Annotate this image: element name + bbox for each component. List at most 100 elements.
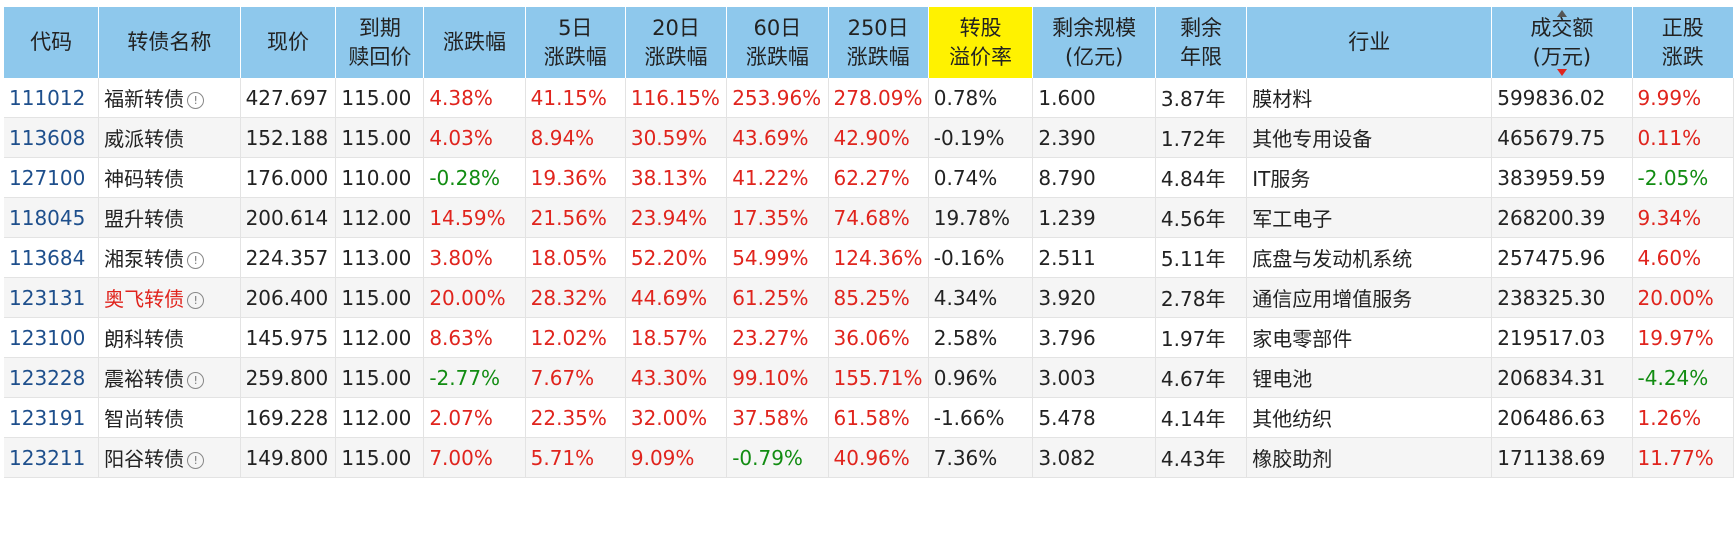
cell-amount: 257475.96 — [1491, 237, 1633, 278]
code-value[interactable]: 111012 — [9, 85, 86, 110]
name-value[interactable]: 朗科转债 — [104, 327, 185, 351]
name-value[interactable]: 奥飞转债 — [104, 287, 185, 311]
table-row[interactable]: 123100 朗科转债 145.975 112.00 8.63% 12.02% 18.57%… — [4, 317, 1734, 358]
premium-value: -0.16% — [933, 245, 1005, 270]
cell-name[interactable]: 朗科转债 — [98, 317, 241, 358]
table-row[interactable]: 123191 智尚转债 169.228 112.00 2.07% 22.35% 32.00%… — [4, 397, 1734, 438]
cell-chg: 14.59% — [423, 197, 526, 238]
cell-code[interactable]: 113684 — [4, 237, 100, 278]
name-value[interactable]: 威派转债 — [104, 127, 185, 151]
chg250-value: 85.25% — [833, 285, 910, 310]
industry-value: IT服务 — [1252, 167, 1311, 191]
column-header-label: 涨跌幅 — [543, 44, 607, 69]
info-icon[interactable]: ! — [187, 92, 205, 109]
cell-code[interactable]: 123100 — [4, 317, 100, 358]
table-row[interactable]: 113608 威派转债 152.188 115.00 4.03% 8.94% 30.59% 4… — [4, 117, 1734, 158]
cell-stock_chg: 0.11% — [1632, 117, 1734, 158]
cell-name[interactable]: 神码转债 — [98, 157, 241, 198]
info-icon[interactable]: ! — [187, 252, 205, 269]
code-value[interactable]: 123211 — [9, 445, 86, 470]
chg-value: -0.28% — [429, 165, 501, 190]
cell-code[interactable]: 113608 — [4, 117, 100, 158]
column-header-redeem[interactable]: 到期 赎回价 — [335, 7, 425, 78]
cell-chg: -2.77% — [423, 357, 526, 398]
chg20-value: 30.59% — [630, 125, 708, 150]
column-header-scale[interactable]: 剩余规模 (亿元) — [1032, 7, 1156, 78]
cell-code[interactable]: 111012 — [4, 78, 100, 118]
redeem-value: 110.00 — [341, 165, 412, 190]
chg20-value: 44.69% — [630, 285, 708, 310]
column-header-chg20[interactable]: 20日 涨跌幅 — [625, 7, 728, 78]
cell-name[interactable]: 湘泵转债! — [98, 237, 241, 278]
chg-value: 14.59% — [429, 205, 506, 230]
cell-code[interactable]: 127100 — [4, 157, 100, 198]
name-value[interactable]: 神码转债 — [104, 167, 185, 191]
cell-name[interactable]: 智尚转债 — [98, 397, 241, 438]
cell-chg60: 253.96% — [726, 78, 829, 118]
cell-name[interactable]: 奥飞转债! — [98, 277, 241, 318]
code-value[interactable]: 123100 — [9, 325, 86, 350]
chg-value: 3.80% — [429, 245, 493, 270]
column-header-industry[interactable]: 行业 — [1246, 7, 1493, 78]
sort-ascending-icon[interactable] — [1556, 10, 1567, 17]
name-value[interactable]: 湘泵转债 — [104, 247, 185, 271]
name-value[interactable]: 震裕转债 — [104, 367, 185, 391]
cell-code[interactable]: 118045 — [4, 197, 100, 238]
table-row[interactable]: 118045 盟升转债 200.614 112.00 14.59% 21.56% 23.94… — [4, 197, 1734, 238]
cell-chg250: 42.90% — [828, 117, 929, 158]
cell-name[interactable]: 阳谷转债! — [98, 437, 241, 478]
column-header-chg60[interactable]: 60日 涨跌幅 — [726, 7, 829, 78]
column-header-name[interactable]: 转债名称 — [98, 7, 241, 78]
code-value[interactable]: 123131 — [9, 285, 86, 310]
table-row[interactable]: 123228 震裕转债! 259.800 115.00 -2.77% 7.67% 43.30… — [4, 357, 1734, 398]
chg60-value: 99.10% — [732, 365, 809, 390]
cell-name[interactable]: 威派转债 — [98, 117, 241, 158]
table-row[interactable]: 113684 湘泵转债! 224.357 113.00 3.80% 18.05% 52.20… — [4, 237, 1734, 278]
name-value[interactable]: 阳谷转债 — [104, 447, 185, 471]
name-value[interactable]: 盟升转债 — [104, 207, 185, 231]
column-header-chg250[interactable]: 250日 涨跌幅 — [828, 7, 929, 78]
stock_chg-value: 9.34% — [1637, 205, 1702, 230]
code-value[interactable]: 118045 — [9, 205, 86, 230]
column-header-chg[interactable]: 涨跌幅 — [423, 7, 526, 78]
column-header-price[interactable]: 现价 — [240, 7, 337, 78]
column-header-years[interactable]: 剩余 年限 — [1155, 7, 1248, 78]
cell-industry: 橡胶助剂 — [1246, 437, 1493, 478]
info-icon[interactable]: ! — [187, 372, 205, 389]
chg250-value: 40.96% — [833, 445, 910, 470]
column-header-label: 年限 — [1180, 44, 1223, 69]
column-header-stock_chg[interactable]: 正股 涨跌 — [1632, 7, 1734, 78]
info-icon[interactable]: ! — [187, 452, 205, 469]
cell-scale: 5.478 — [1032, 397, 1156, 438]
column-header-chg5[interactable]: 5日 涨跌幅 — [525, 7, 626, 78]
column-header-code[interactable]: 代码 — [4, 7, 100, 78]
cell-code[interactable]: 123131 — [4, 277, 100, 318]
table-row[interactable]: 111012 福新转债! 427.697 115.00 4.38% 41.15% 116.1… — [4, 78, 1734, 118]
name-value[interactable]: 智尚转债 — [104, 407, 185, 431]
info-icon[interactable]: ! — [187, 292, 205, 309]
cell-code[interactable]: 123211 — [4, 437, 100, 478]
code-value[interactable]: 113684 — [9, 245, 86, 270]
code-value[interactable]: 123191 — [9, 405, 86, 430]
column-header-amount[interactable]: 成交额 (万元) — [1491, 7, 1633, 78]
chg20-value: 23.94% — [630, 205, 708, 230]
code-value[interactable]: 113608 — [9, 125, 86, 150]
table-row[interactable]: 123131 奥飞转债! 206.400 115.00 20.00% 28.32% 44.6… — [4, 277, 1734, 318]
column-header-premium[interactable]: 转股 溢价率 — [928, 7, 1034, 78]
cell-code[interactable]: 123191 — [4, 397, 100, 438]
cell-name[interactable]: 盟升转债 — [98, 197, 241, 238]
code-value[interactable]: 123228 — [9, 365, 86, 390]
chg5-value: 28.32% — [530, 285, 607, 310]
table-row[interactable]: 123211 阳谷转债! 149.800 115.00 7.00% 5.71% 9.09% -… — [4, 437, 1734, 478]
premium-value: 2.58% — [933, 325, 998, 350]
cell-name[interactable]: 震裕转债! — [98, 357, 241, 398]
cell-scale: 2.511 — [1032, 237, 1156, 278]
code-value[interactable]: 127100 — [9, 165, 86, 190]
sort-descending-icon[interactable] — [1556, 69, 1567, 76]
name-value[interactable]: 福新转债 — [104, 87, 185, 111]
cell-name[interactable]: 福新转债! — [98, 78, 241, 118]
table-row[interactable]: 127100 神码转债 176.000 110.00 -0.28% 19.36% 38.13… — [4, 157, 1734, 198]
cell-chg5: 8.94% — [525, 117, 626, 158]
cell-code[interactable]: 123228 — [4, 357, 100, 398]
cell-chg250: 155.71% — [828, 357, 929, 398]
